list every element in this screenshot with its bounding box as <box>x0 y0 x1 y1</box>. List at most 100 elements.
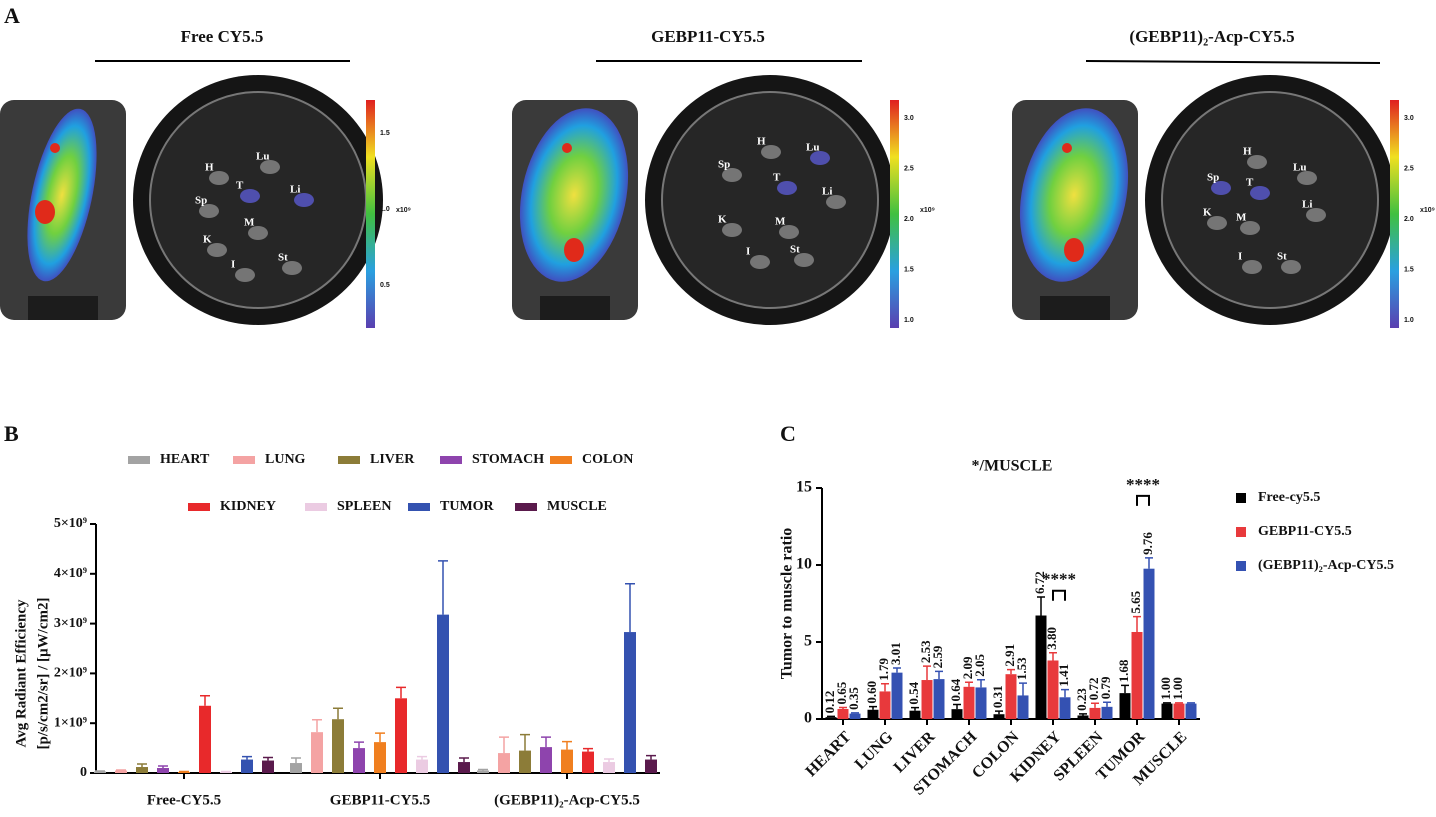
bar <box>867 709 879 719</box>
error-bar <box>1145 557 1153 569</box>
bar <box>115 770 127 773</box>
error-bar <box>1049 652 1057 661</box>
legend-swatch <box>128 456 150 464</box>
bar <box>921 680 933 719</box>
mouse-signal <box>519 108 629 282</box>
organ-label: M <box>1236 212 1247 224</box>
bar <box>963 686 975 719</box>
bar <box>825 717 837 719</box>
bar <box>178 772 190 773</box>
bar <box>1005 674 1017 719</box>
legend-label: LUNG <box>265 452 306 467</box>
value-label: 3.01 <box>888 642 903 665</box>
error-bar <box>396 686 406 699</box>
bar <box>624 632 636 773</box>
mouse-stand <box>540 296 610 320</box>
error-bar <box>923 665 931 681</box>
error-bar <box>869 705 877 710</box>
error-bar <box>478 768 488 771</box>
organ-label: St <box>790 244 800 256</box>
organ-label: I <box>746 246 750 258</box>
organ-label: Li <box>290 184 300 196</box>
bar <box>849 713 861 719</box>
y-axis-label: [p/s/cm2/sr] / [µW/cm2] <box>35 598 51 750</box>
bar <box>311 732 323 773</box>
error-bar <box>881 682 889 692</box>
organ <box>779 225 799 239</box>
organ-label: Sp <box>718 159 730 171</box>
error-bar <box>242 755 252 760</box>
dish-rim <box>661 91 879 309</box>
colorbar <box>366 100 375 328</box>
legend-swatch <box>1236 527 1246 537</box>
legend-label: LIVER <box>370 452 415 467</box>
organ-label: I <box>231 259 235 271</box>
value-label: 2.53 <box>918 640 933 663</box>
colorbar-tick: 0.5 <box>380 282 390 289</box>
legend-swatch <box>1236 493 1246 503</box>
error-bar <box>1163 702 1171 704</box>
error-bar <box>646 754 656 760</box>
title-rule <box>1085 60 1381 64</box>
panel-label: B <box>4 421 19 446</box>
error-bar <box>1091 702 1099 708</box>
value-label: 2.91 <box>1002 644 1017 667</box>
value-label: 5.65 <box>1128 590 1143 613</box>
bar <box>837 708 849 719</box>
bar <box>645 759 657 773</box>
bar <box>1185 703 1197 719</box>
value-label: 1.79 <box>876 657 891 680</box>
organ <box>1297 171 1317 185</box>
error-bar <box>562 740 572 750</box>
colorbar-tick: 2.5 <box>1404 165 1414 172</box>
bar <box>353 748 365 773</box>
organ <box>794 253 814 267</box>
mouse-stand <box>28 296 98 320</box>
organ-label: Sp <box>1207 172 1219 184</box>
bar <box>1077 715 1089 719</box>
organ-label: Lu <box>1293 162 1306 174</box>
organ-label: St <box>1277 251 1287 263</box>
error-bar <box>827 715 835 718</box>
error-bar <box>1103 701 1111 707</box>
significance-bracket <box>1052 589 1066 601</box>
legend-swatch <box>550 456 572 464</box>
organ <box>282 261 302 275</box>
organ-label: M <box>244 217 255 229</box>
value-label: 0.64 <box>948 678 963 701</box>
error-bar <box>541 736 551 748</box>
x-tick-label: (GEBP11)₂-Acp-CY5.5 <box>494 792 640 808</box>
bar <box>1059 697 1071 719</box>
value-label: 0.35 <box>846 687 861 710</box>
error-bar <box>499 736 509 754</box>
organ <box>722 168 742 182</box>
error-bar <box>1133 615 1141 632</box>
colorbar <box>890 100 899 328</box>
organ-label: St <box>278 252 288 264</box>
organ <box>209 171 229 185</box>
x-tick-label: GEBP11-CY5.5 <box>330 792 430 808</box>
organ-label: Li <box>1302 199 1312 211</box>
error-bar <box>911 706 919 711</box>
bar <box>1161 703 1173 719</box>
organ <box>207 243 227 257</box>
bar <box>374 742 386 773</box>
bar <box>1131 631 1143 719</box>
error-bar <box>1019 682 1027 696</box>
error-bar <box>263 756 273 761</box>
legend-label: (GEBP11)₂-Acp-CY5.5 <box>1258 558 1394 573</box>
bar <box>1017 695 1029 719</box>
organ <box>1281 260 1301 274</box>
bar <box>603 762 615 773</box>
bar <box>332 719 344 773</box>
bar <box>1089 707 1101 719</box>
value-label: 0.60 <box>864 681 879 704</box>
error-bar <box>200 695 210 706</box>
organ <box>1211 181 1231 195</box>
bar <box>1047 660 1059 719</box>
bar <box>891 672 903 719</box>
organ <box>1240 221 1260 235</box>
bar <box>395 698 407 773</box>
organ <box>199 204 219 218</box>
bar <box>458 762 470 773</box>
